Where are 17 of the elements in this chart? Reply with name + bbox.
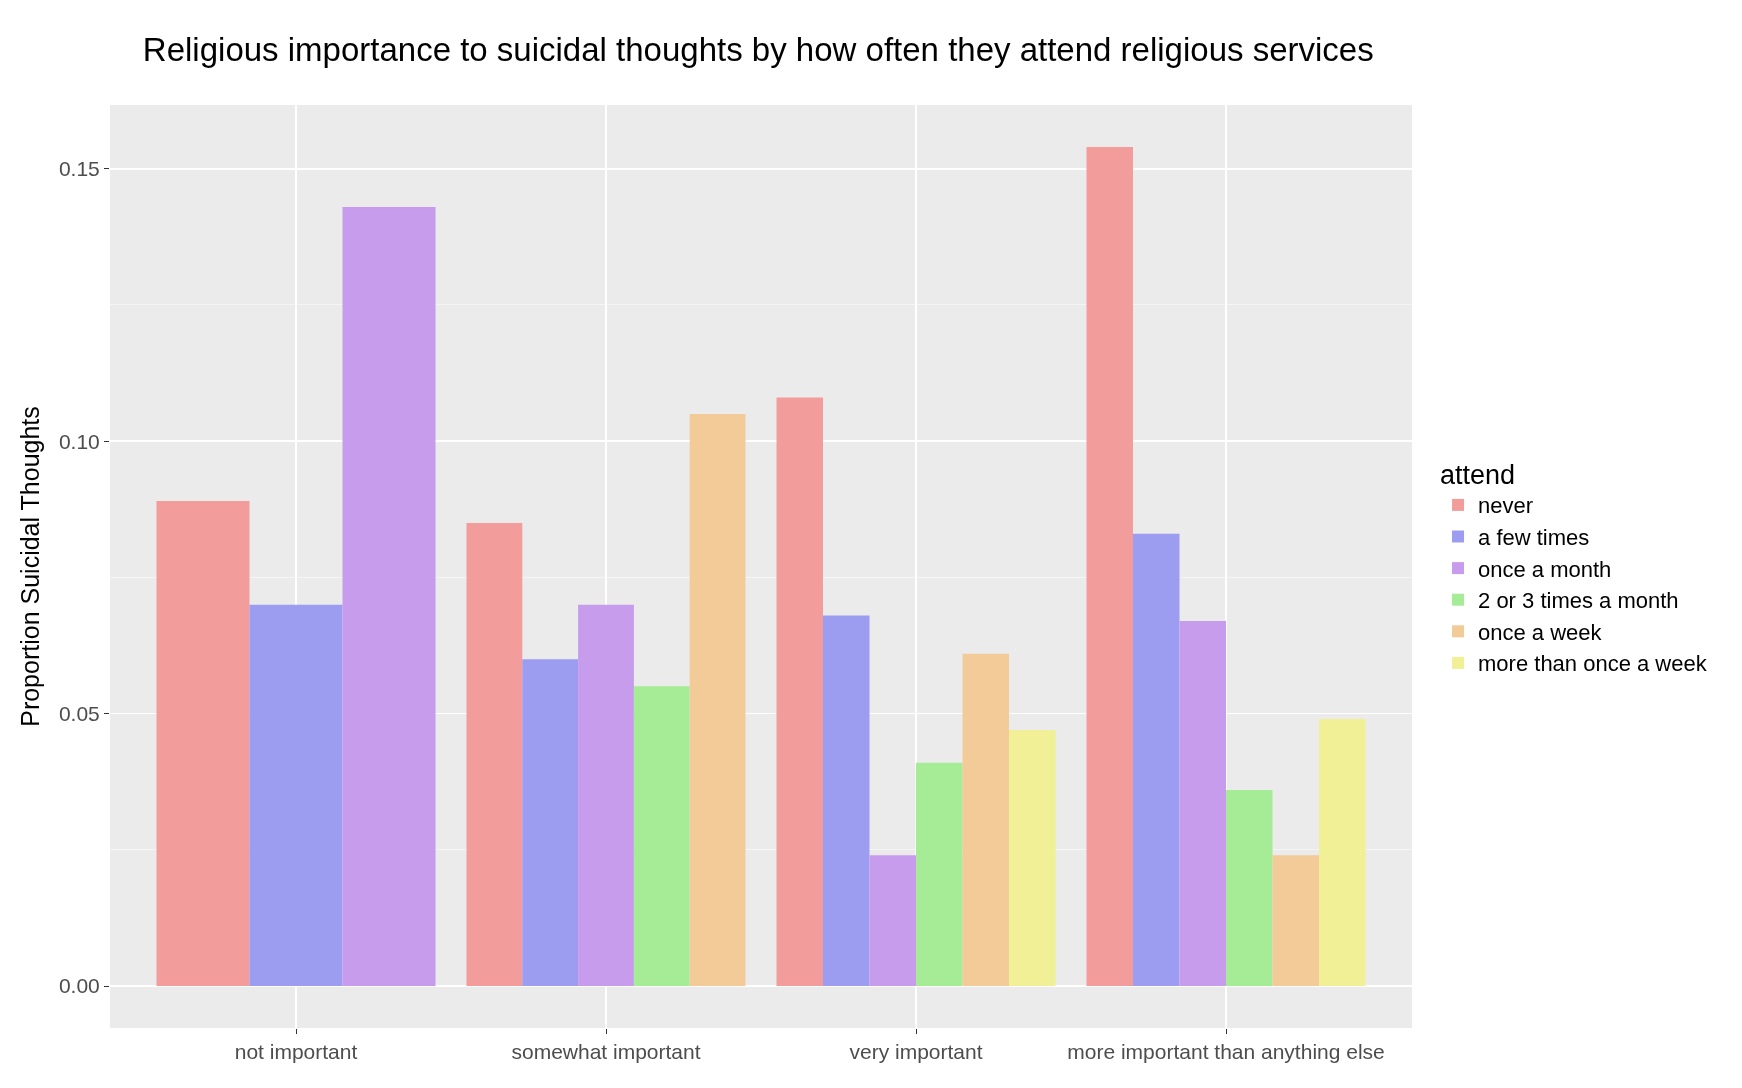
y-tick-label: 0.05 (58, 701, 100, 725)
x-tick-label: very important (849, 1040, 983, 1064)
legend-label: once a month (1478, 556, 1612, 582)
legend-label: a few times (1478, 525, 1590, 551)
x-tick-label: not important (234, 1040, 358, 1064)
legend-label: more than once a week (1478, 651, 1708, 677)
legend-title: attend (1440, 460, 1516, 491)
legend-label: never (1478, 493, 1534, 519)
x-tick-label: more important than anything else (1067, 1040, 1385, 1064)
legend-label: 2 or 3 times a month (1478, 588, 1679, 614)
x-tick-label: somewhat important (511, 1040, 701, 1064)
y-tick-label: 0.10 (58, 429, 100, 453)
chart-title: Religious importance to suicidal thoughts by how often they attend religious services (142, 31, 1374, 69)
y-axis-title: Proportion Suicidal Thoughts (15, 406, 44, 727)
y-tick-label: 0.00 (58, 974, 100, 998)
legend-label: once a week (1478, 619, 1603, 645)
y-tick-label: 0.15 (58, 157, 100, 181)
